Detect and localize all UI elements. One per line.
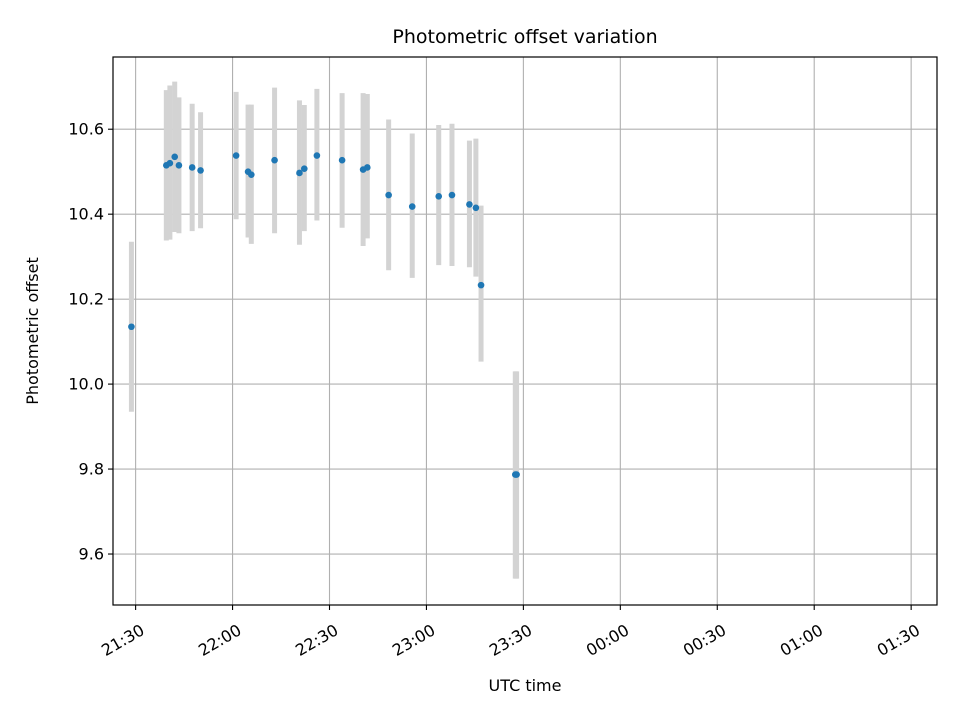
data-point [166,159,174,167]
data-point [197,167,204,174]
data-point [300,165,308,173]
y-tick-label: 9.6 [79,545,104,564]
data-point [296,169,303,177]
y-tick-label: 10.2 [68,290,104,309]
data-point [513,471,520,478]
data-point [364,164,371,171]
data-points [128,152,520,478]
y-tick-label: 10.0 [68,375,104,394]
grid-lines [113,57,937,605]
data-point [128,323,135,331]
data-point [408,203,416,210]
y-tick-label: 10.6 [68,120,104,139]
y-axis-label: Photometric offset [23,257,42,405]
data-point [171,153,179,161]
data-point [477,281,485,289]
data-point [466,201,473,208]
data-point [188,164,196,171]
y-axis-ticks: 9.6 9.8 10.0 10.2 10.4 10.6 [68,120,113,564]
data-point [472,204,480,212]
x-axis-label: UTC time [489,676,562,695]
chart-title: Photometric offset variation [392,26,657,48]
data-point [385,191,392,199]
data-point [313,152,321,159]
data-point [448,191,456,199]
y-tick-label: 9.8 [79,460,104,479]
data-point [271,156,278,164]
data-point [175,162,183,169]
data-point [232,152,240,159]
data-point [248,171,255,178]
data-point [435,193,443,200]
plot-frame [112,56,938,606]
y-tick-label: 10.4 [68,205,104,224]
data-point [338,156,346,164]
